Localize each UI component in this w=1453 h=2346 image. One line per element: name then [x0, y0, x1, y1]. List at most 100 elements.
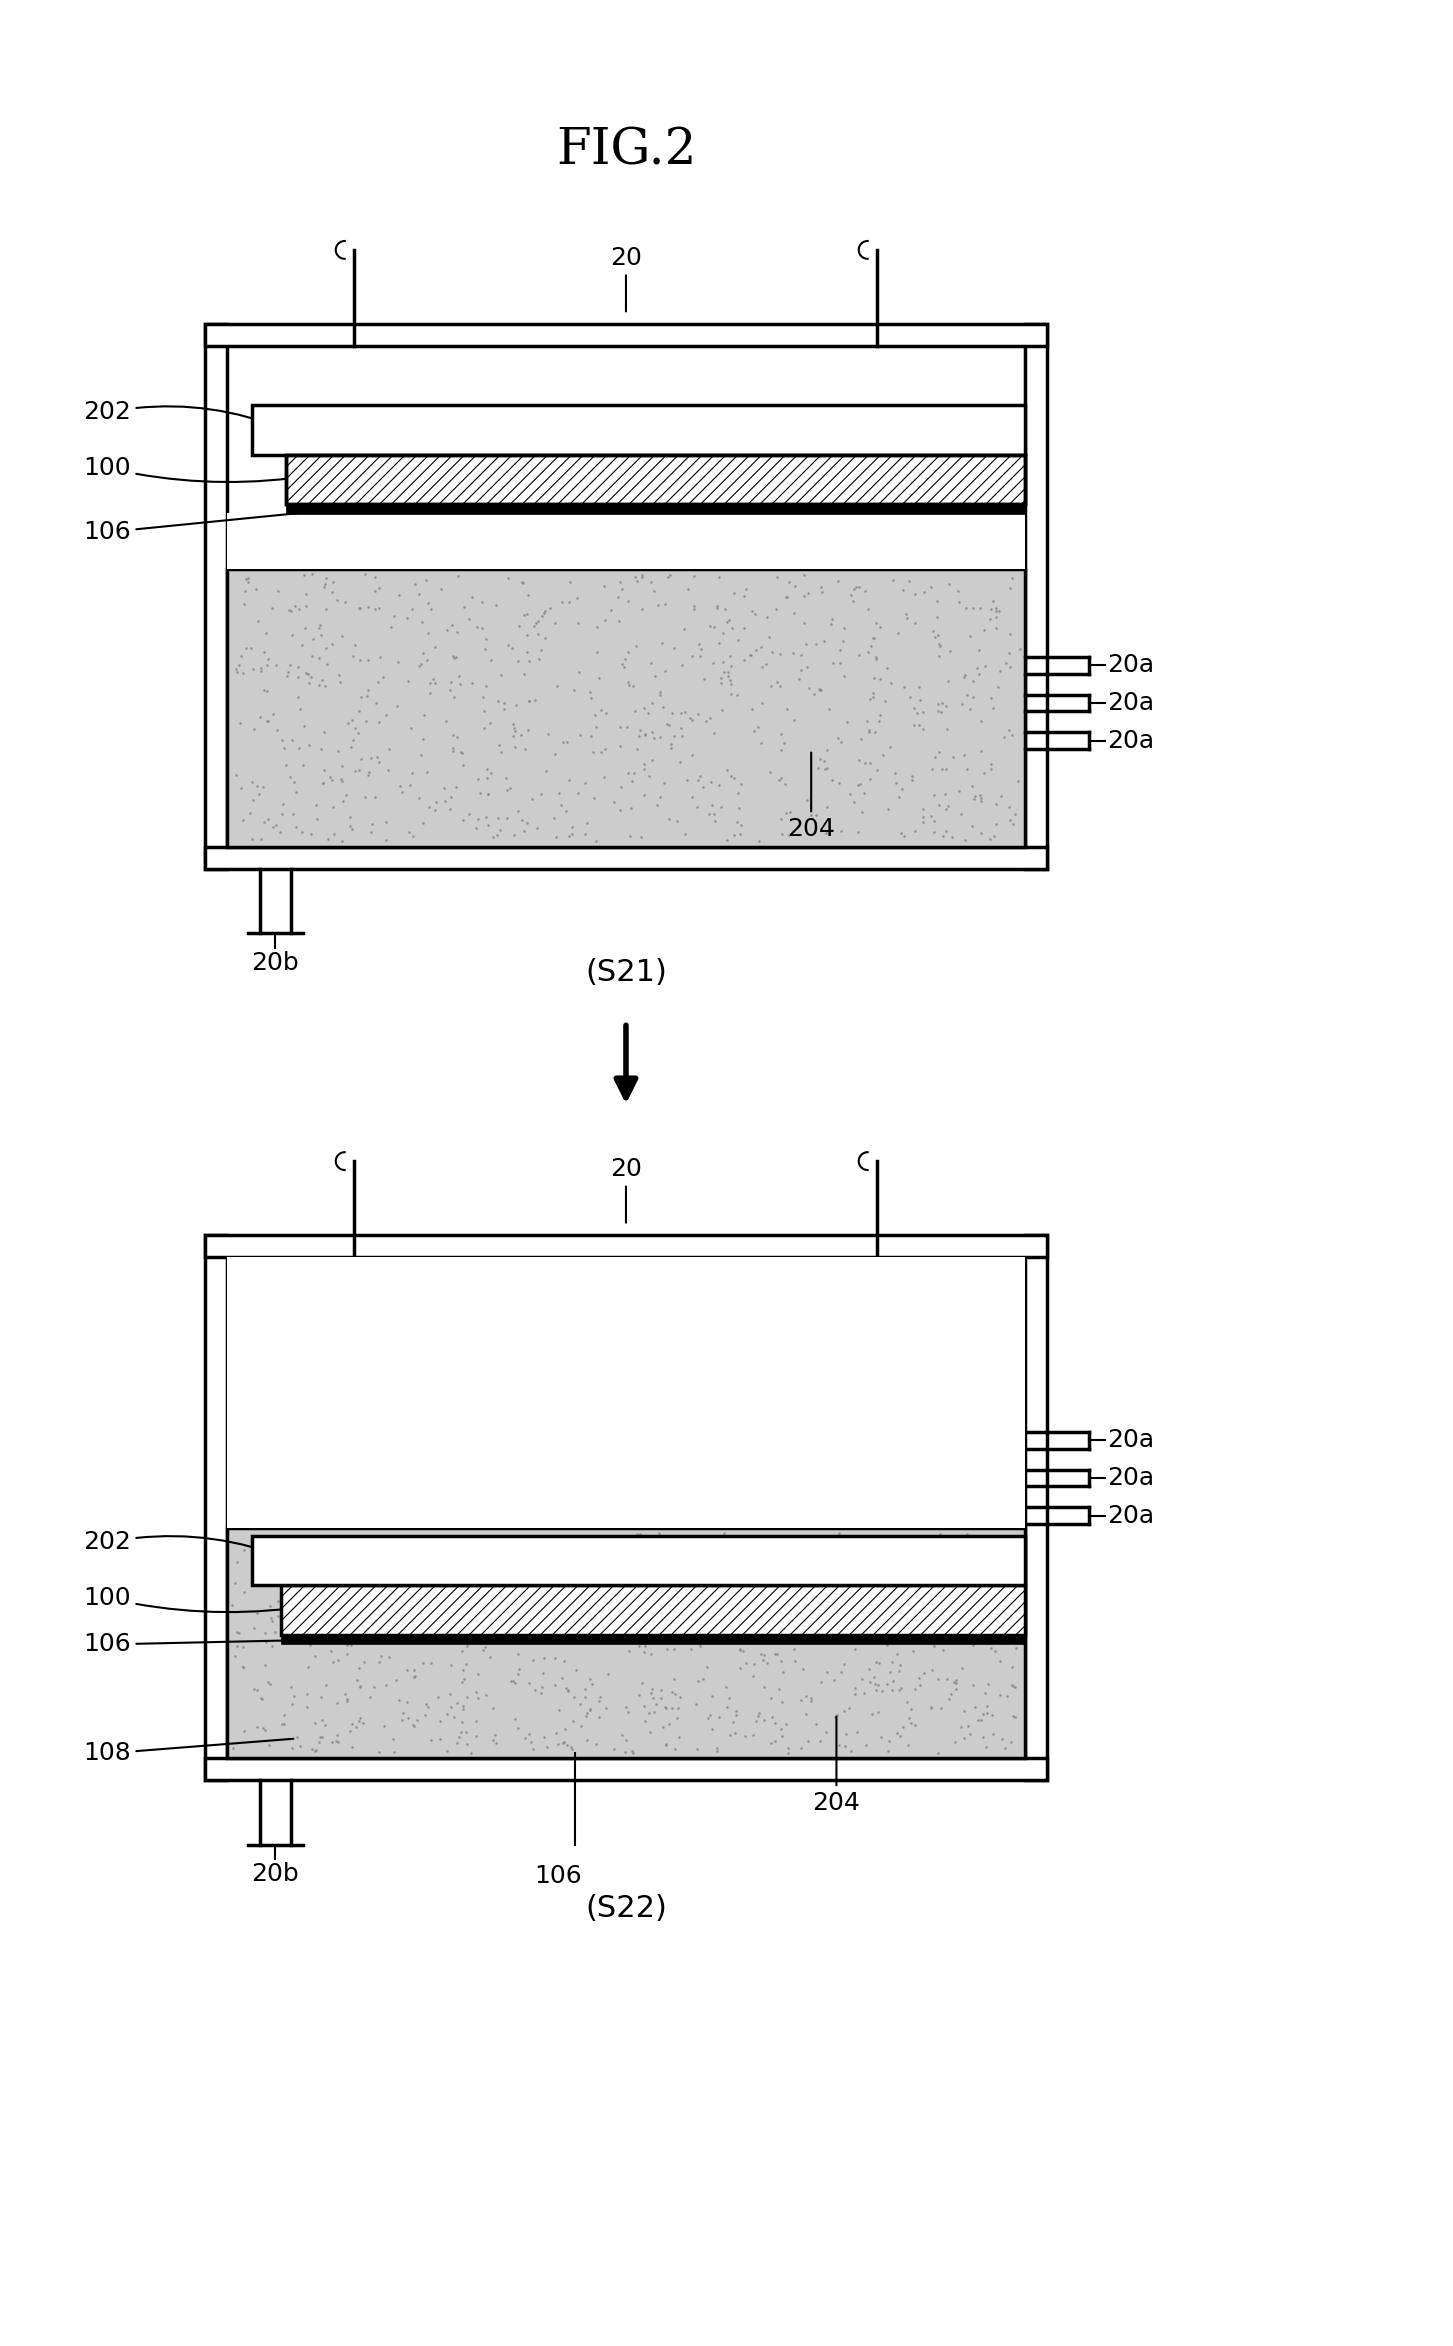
Point: [513, 1720, 536, 1757]
Point: [850, 720, 873, 758]
Point: [726, 622, 750, 659]
Point: [850, 793, 873, 830]
Point: [360, 805, 384, 842]
Point: [712, 1513, 735, 1551]
Point: [660, 730, 683, 767]
Point: [933, 774, 956, 812]
Point: [984, 786, 1007, 823]
Point: [712, 643, 735, 680]
Point: [819, 605, 843, 643]
Point: [530, 596, 554, 633]
Point: [503, 1701, 526, 1738]
Point: [259, 1666, 282, 1703]
Point: [321, 1642, 344, 1680]
Point: [802, 676, 825, 713]
Point: [917, 1532, 940, 1569]
Point: [917, 1530, 940, 1567]
Point: [644, 1684, 667, 1722]
Point: [292, 708, 315, 746]
Bar: [227, 345, 1026, 847]
Point: [341, 1525, 365, 1562]
Point: [495, 800, 519, 838]
Point: [873, 683, 897, 720]
Point: [402, 1656, 426, 1694]
Point: [827, 1539, 850, 1577]
Point: [347, 751, 371, 788]
Point: [401, 1706, 424, 1743]
Point: [789, 1729, 812, 1767]
Point: [591, 1544, 615, 1581]
Point: [308, 1720, 331, 1757]
Point: [671, 718, 695, 755]
Point: [511, 655, 535, 692]
Point: [783, 594, 806, 631]
Point: [475, 751, 498, 788]
Point: [418, 591, 442, 629]
Point: [551, 1553, 574, 1591]
Point: [314, 1666, 337, 1703]
Point: [950, 1565, 974, 1602]
Point: [809, 568, 833, 605]
Point: [545, 1539, 568, 1577]
Point: [833, 1727, 856, 1764]
Point: [847, 741, 870, 779]
Point: [795, 781, 818, 819]
Point: [506, 1635, 529, 1673]
Point: [378, 730, 401, 767]
Point: [798, 1537, 821, 1574]
Point: [254, 1623, 278, 1661]
Point: [372, 657, 395, 694]
Point: [517, 643, 541, 680]
Point: [584, 821, 607, 859]
Point: [804, 1706, 827, 1743]
Point: [750, 1635, 773, 1673]
Point: [942, 739, 965, 777]
Point: [660, 1673, 683, 1710]
Point: [857, 1530, 881, 1567]
Point: [944, 1663, 968, 1701]
Point: [854, 1727, 878, 1764]
Point: [851, 1546, 875, 1584]
Point: [266, 572, 289, 610]
Point: [318, 758, 341, 795]
Point: [298, 1626, 321, 1663]
Point: [350, 739, 373, 777]
Point: [867, 701, 891, 739]
Point: [305, 1731, 328, 1769]
Point: [527, 640, 551, 678]
Point: [301, 638, 324, 676]
Point: [241, 781, 264, 819]
Point: [623, 558, 647, 596]
Point: [711, 615, 734, 652]
Point: [363, 558, 386, 596]
Point: [320, 762, 343, 800]
Point: [763, 1722, 786, 1760]
Point: [304, 1706, 327, 1743]
Point: [266, 711, 289, 748]
Point: [960, 662, 984, 699]
Point: [397, 662, 420, 699]
Point: [395, 1682, 418, 1720]
Point: [317, 819, 340, 856]
Point: [549, 584, 572, 622]
Point: [304, 1638, 327, 1675]
Point: [629, 819, 652, 856]
Point: [729, 765, 753, 802]
Point: [517, 1663, 541, 1701]
Point: [660, 1689, 683, 1727]
Point: [924, 737, 947, 774]
Point: [616, 1694, 639, 1731]
Text: 20a: 20a: [1107, 692, 1155, 716]
Point: [254, 615, 278, 652]
Point: [294, 610, 317, 647]
Point: [253, 1713, 276, 1750]
Point: [670, 711, 693, 748]
Point: [613, 640, 636, 678]
Point: [250, 1680, 273, 1717]
Point: [336, 1682, 359, 1720]
Point: [439, 1539, 462, 1577]
Point: [947, 1532, 971, 1569]
Point: [314, 591, 337, 629]
Point: [726, 774, 750, 812]
Point: [619, 816, 642, 854]
